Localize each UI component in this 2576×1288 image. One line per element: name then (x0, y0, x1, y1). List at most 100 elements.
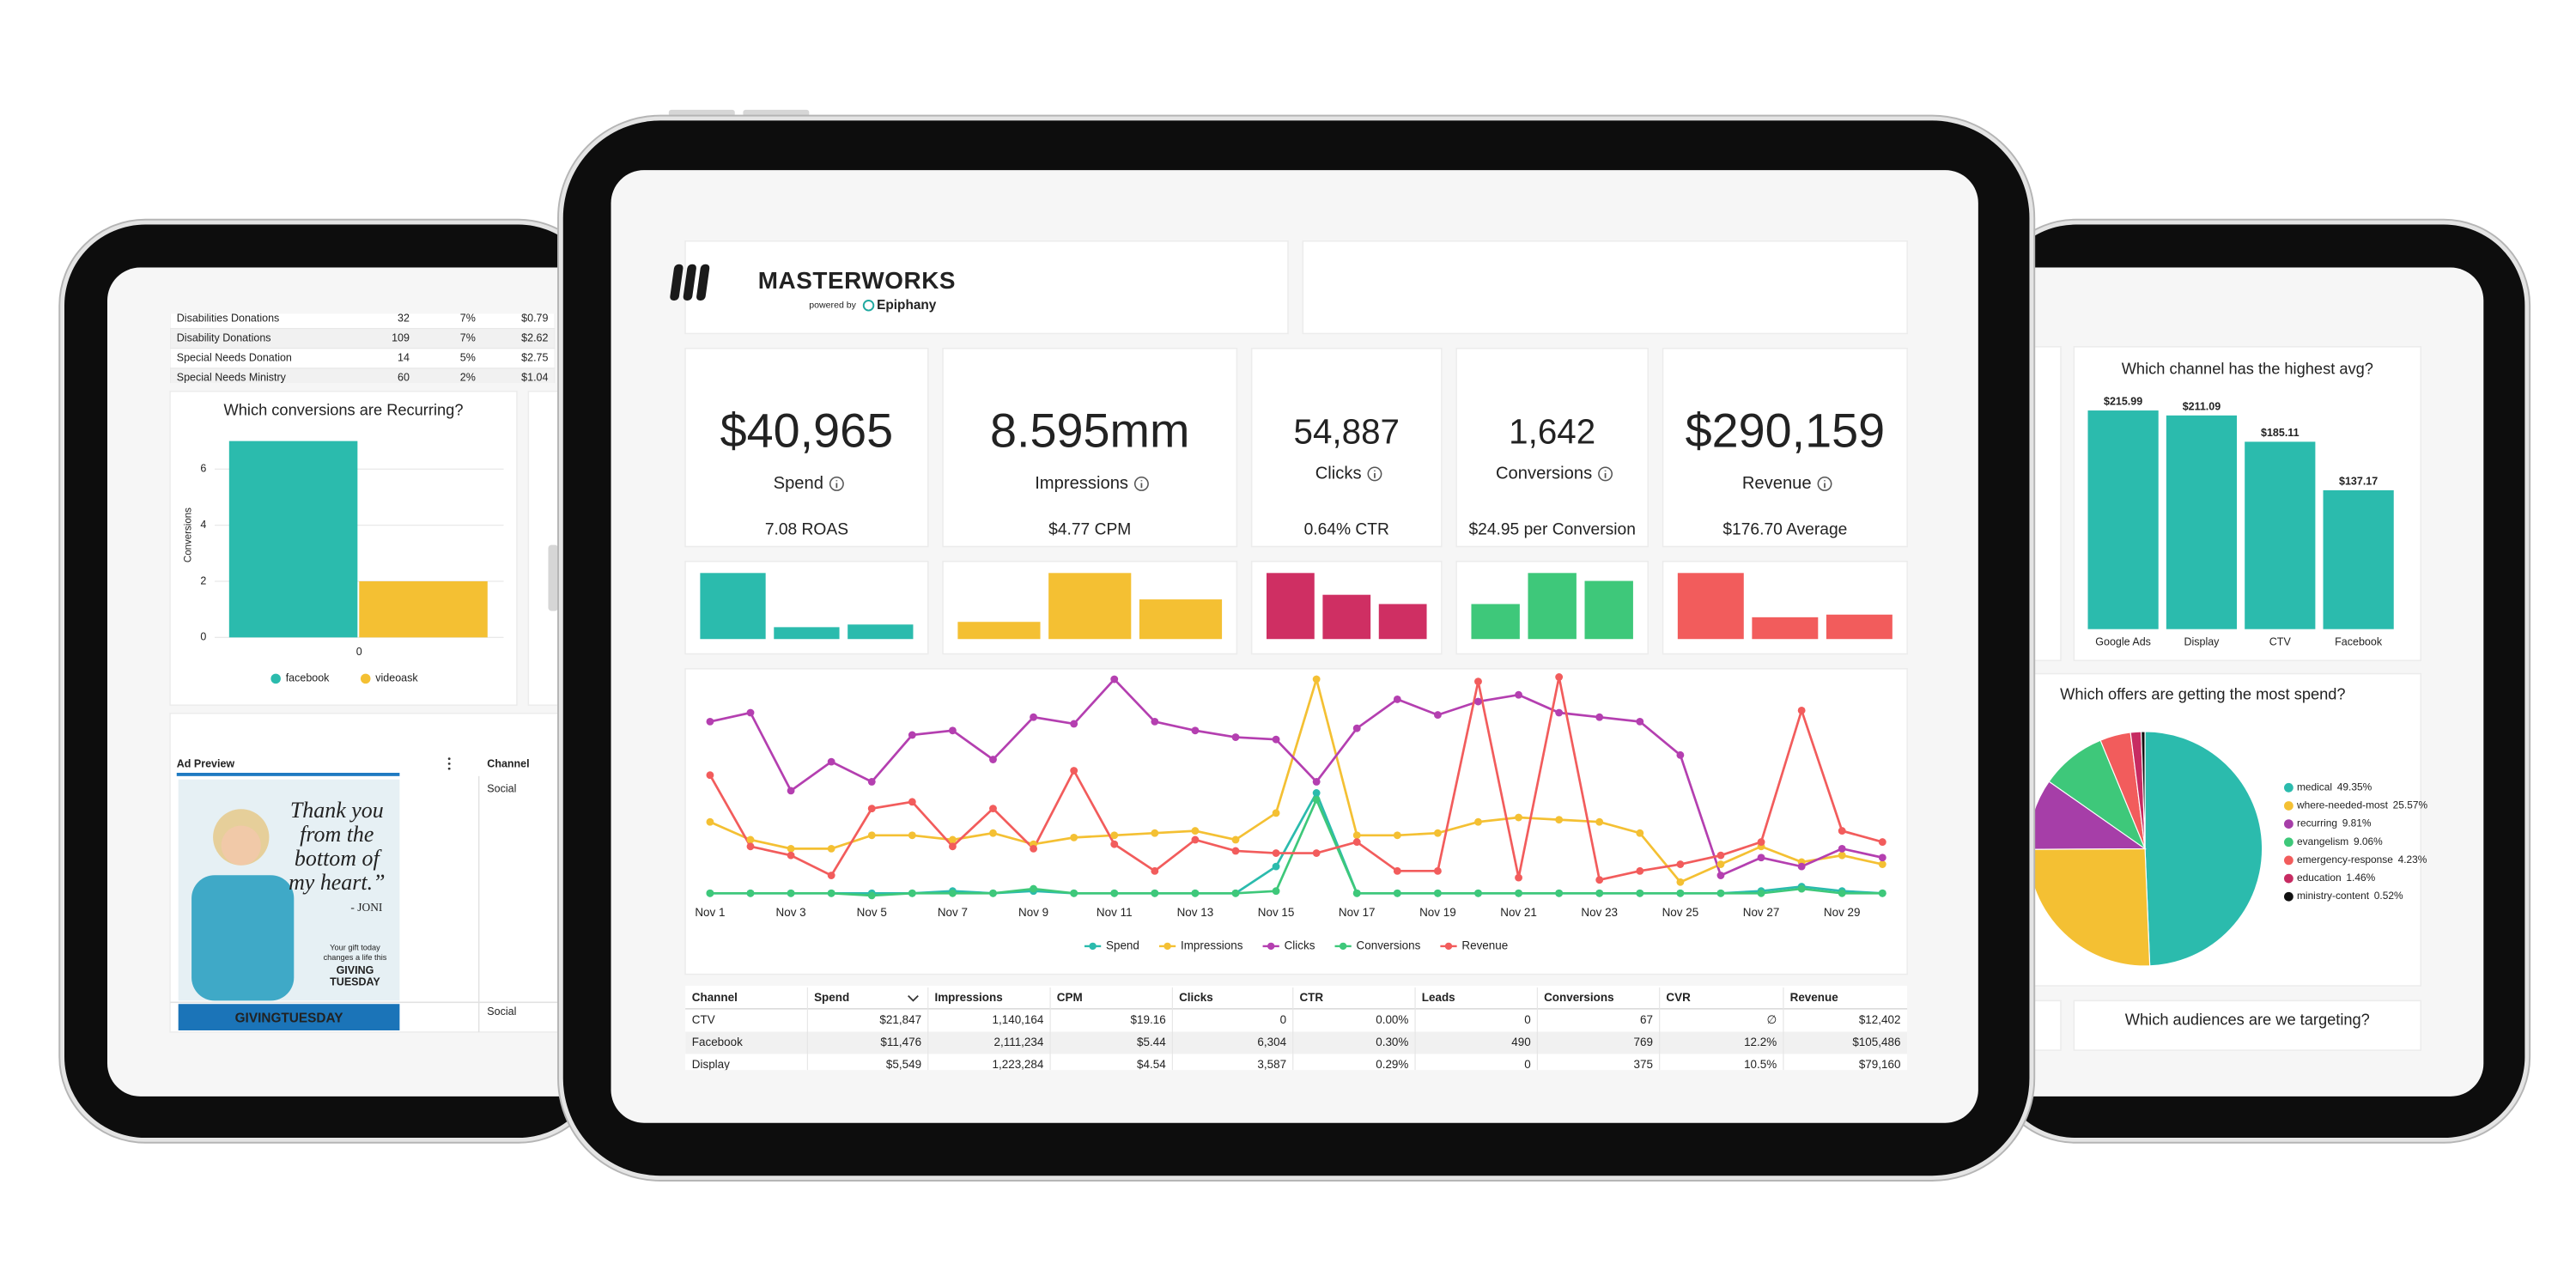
x-tick-label: Nov 13 (1177, 906, 1214, 919)
logo-mark (670, 264, 683, 301)
x-tick-label: Nov 5 (857, 906, 887, 919)
point (706, 889, 714, 897)
point (1231, 847, 1240, 855)
point (867, 805, 876, 813)
point (706, 717, 714, 726)
line (709, 675, 1883, 884)
screen-content: Disabilities Donations 32 7% $0.79 Disabilit… (169, 312, 579, 1033)
bar (1752, 617, 1819, 640)
pie-slice (2144, 731, 2263, 967)
legend-name: emergency-response (2297, 854, 2393, 866)
bar (1528, 573, 1577, 640)
line (708, 677, 1883, 882)
legend-marker (1163, 942, 1171, 951)
x-tick-label: Nov 23 (1581, 906, 1618, 919)
chart-title: Which offers are getting the most spend? (2060, 684, 2345, 702)
pie-slice (2141, 731, 2146, 849)
channel-cell: Social (487, 783, 516, 795)
legend-label: Clicks (1285, 939, 1315, 951)
legend-value: 4.23% (2398, 854, 2427, 866)
point (1151, 889, 1159, 897)
kpi-value: 1,642 (1509, 411, 1595, 451)
x-tick-label: CTV (2269, 635, 2292, 647)
y-tick-label: 0 (200, 631, 206, 643)
legend: Spend Impressions Clicks Conversions Revenue (1084, 939, 1508, 951)
point (908, 731, 916, 739)
bar (2245, 441, 2316, 629)
y-axis-label: Conversions (183, 507, 193, 562)
table-cell: 0.30% (1376, 1036, 1408, 1048)
info-icon (1817, 477, 1832, 491)
ad-badge: TUESDAY (330, 976, 380, 988)
legend-label: evangelism 9.06% (2297, 835, 2383, 848)
card (2073, 999, 2421, 1051)
kpi-value: $40,965 (720, 404, 894, 458)
chart-title: Which conversions are Recurring? (224, 401, 464, 419)
point (1030, 884, 1038, 893)
table-cell: $11,476 (880, 1036, 921, 1048)
card (1662, 348, 1908, 548)
bar (1139, 599, 1223, 640)
legend-value: 49.35% (2337, 781, 2372, 793)
bar (2166, 415, 2238, 629)
table-cell: 12.2% (1744, 1036, 1777, 1048)
point (827, 889, 835, 897)
kpi-label: Clicks (1315, 464, 1362, 483)
table-cell: 7% (460, 332, 476, 344)
ad-banner-text: GIVINGTUESDAY (235, 1012, 343, 1026)
point (1272, 809, 1280, 817)
point (1272, 849, 1280, 857)
column-header: Spend (814, 991, 849, 1004)
point (948, 889, 957, 897)
legend-marker (1267, 942, 1275, 951)
legend-label: education 1.46% (2297, 872, 2376, 884)
legend-name: recurring (2297, 817, 2337, 829)
point (827, 872, 835, 879)
point (787, 889, 795, 897)
point (1030, 844, 1038, 853)
card (1455, 348, 1649, 548)
line (709, 796, 1883, 897)
column-header: Channel (692, 991, 738, 1004)
legend-label: emergency-response 4.23% (2297, 854, 2427, 866)
ad-headline: from the (300, 822, 374, 847)
point (1878, 838, 1886, 846)
point (1555, 708, 1564, 717)
card (942, 348, 1238, 548)
point (1878, 854, 1886, 862)
point (706, 817, 714, 826)
table-cell: Special Needs Ministry (177, 372, 287, 384)
kpi-value: 54,887 (1294, 411, 1400, 451)
table-cell: 2,111,234 (994, 1036, 1044, 1048)
point (1716, 889, 1725, 897)
point (908, 889, 916, 897)
info-icon (1133, 477, 1149, 491)
bar (2087, 410, 2159, 629)
point (867, 891, 876, 900)
table-row (685, 1054, 1908, 1071)
x-tick-label: Nov 29 (1824, 906, 1861, 919)
point (1272, 862, 1280, 871)
table-cell: $4.54 (1137, 1058, 1166, 1071)
bar (1826, 614, 1893, 640)
point (1070, 889, 1078, 897)
point (1474, 677, 1482, 686)
bar (228, 440, 358, 638)
card (684, 240, 1289, 335)
ad-badge: GIVING (337, 964, 374, 976)
kpi-sub: $176.70 Average (1722, 520, 1847, 538)
x-tick-label: Google Ads (2095, 635, 2151, 647)
point (908, 831, 916, 840)
point (1878, 860, 1886, 868)
table-cell: Special Needs Donation (177, 352, 292, 364)
point (1838, 851, 1846, 860)
point (827, 757, 835, 766)
ad-headline: bottom of (295, 846, 383, 871)
table-cell: $0.79 (521, 312, 548, 324)
table-cell: 490 (1511, 1036, 1530, 1048)
ad-person-face (221, 825, 261, 866)
info-icon (1367, 466, 1382, 482)
table-row (685, 1009, 1908, 1032)
kpi-sub: $24.95 per Conversion (1468, 520, 1635, 538)
